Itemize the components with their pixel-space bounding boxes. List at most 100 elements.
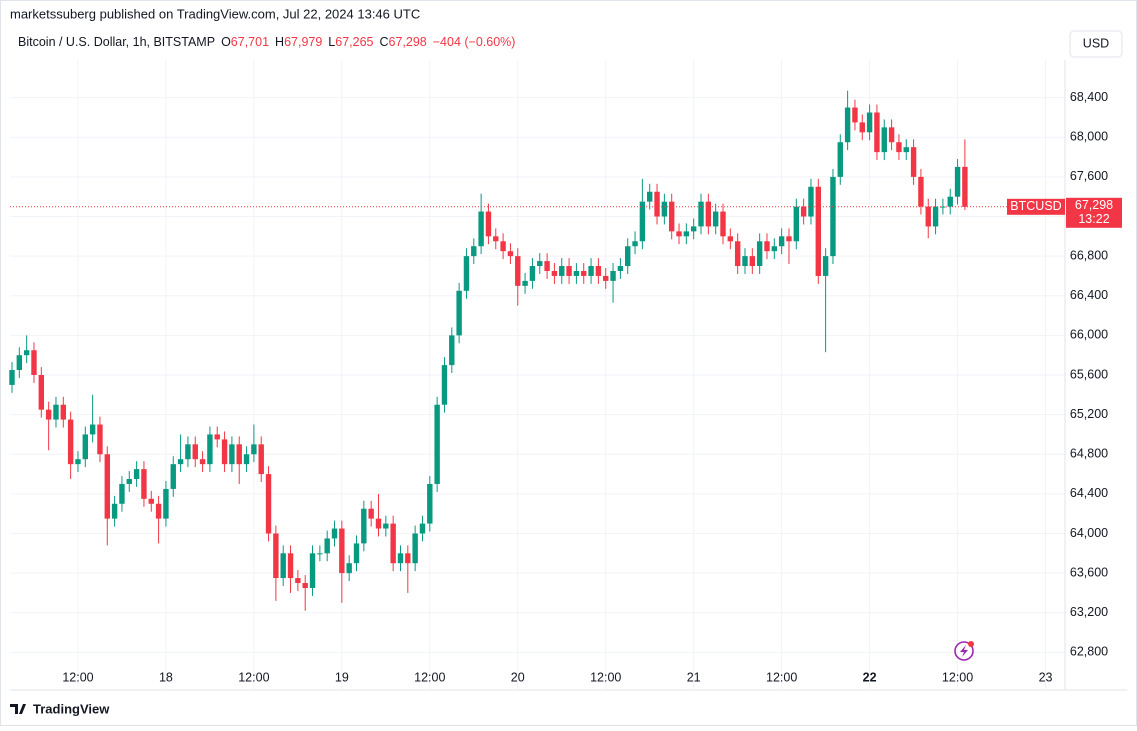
candle-body (427, 483, 433, 524)
candle-body (97, 424, 103, 455)
candle-body (581, 270, 587, 276)
candle-body (793, 206, 800, 242)
legend-key: H (275, 35, 284, 49)
candle-body (896, 142, 902, 153)
candle-body (192, 444, 198, 460)
legend-value: 67,265 (335, 35, 373, 49)
x-tick-label: 12:00 (590, 670, 621, 684)
y-tick-label: 68,000 (1070, 130, 1108, 144)
candle-body (419, 523, 426, 534)
x-tick-label: 20 (511, 670, 525, 684)
replay-icon[interactable] (954, 641, 974, 661)
candle-body (844, 107, 851, 143)
legend-value: 67,979 (284, 35, 322, 49)
x-tick-label: 19 (335, 670, 349, 684)
x-tick-label: 12:00 (414, 670, 445, 684)
published: marketssuberg published on TradingView.c… (10, 6, 420, 21)
candle-body (346, 563, 352, 574)
candle-body (515, 256, 521, 286)
y-tick-label: 65,600 (1070, 367, 1108, 381)
symbol-tag-label: BTCUSD (1010, 199, 1061, 213)
x-tick-label: 12:00 (942, 670, 973, 684)
currency-button[interactable] (1069, 30, 1123, 58)
candle-body (551, 270, 558, 276)
candle-body (954, 166, 961, 197)
candle-body (500, 241, 506, 252)
candle-body (529, 266, 536, 281)
candle-body (221, 439, 228, 465)
y-tick-label: 64,000 (1070, 526, 1108, 540)
candle-body (119, 483, 125, 504)
candle-body (287, 553, 294, 579)
candle-body (778, 236, 785, 247)
candle-body (214, 434, 220, 440)
candle-body (881, 127, 887, 153)
candle-body (888, 127, 895, 143)
candle-body (918, 176, 924, 207)
y-tick-label: 62,800 (1070, 645, 1108, 659)
candle-body (126, 479, 132, 484)
candle-body (361, 508, 367, 544)
candle-body (676, 231, 682, 237)
legend-change: −404 (−0.60%) (433, 35, 516, 49)
candle-body (177, 459, 184, 465)
candle-body (603, 275, 609, 281)
candle-body (749, 256, 756, 267)
y-tick-label: 63,200 (1070, 605, 1108, 619)
candle-body (478, 211, 484, 247)
candle-body (962, 166, 968, 207)
candle-body (390, 523, 396, 564)
candle-body (339, 528, 345, 574)
candle-body (566, 266, 572, 276)
candle-body (441, 365, 448, 405)
x-tick-label: 23 (1039, 670, 1053, 684)
candles (9, 90, 968, 611)
candle-body (449, 335, 455, 366)
footer: TradingView (33, 701, 110, 716)
candle-body (932, 206, 939, 227)
x-tick-label: 22 (863, 670, 877, 684)
candle-body (412, 533, 418, 564)
x-tick-label: 18 (159, 670, 173, 684)
candle-body (280, 553, 286, 579)
candle-body (859, 122, 865, 133)
candle-body (104, 454, 110, 519)
symbol-tag (1007, 198, 1065, 215)
symbol: Bitcoin / U.S. Dollar, 1h, BITSTAMP (18, 35, 215, 49)
candle-body (148, 498, 154, 504)
y-tick-label: 66,400 (1070, 288, 1108, 302)
currency[interactable]: USD (1083, 36, 1109, 50)
candle-body (559, 266, 565, 276)
candle-body (258, 444, 264, 475)
candle-body (947, 196, 953, 207)
candle-body (727, 236, 734, 242)
candle-body (485, 211, 492, 237)
price-tag-countdown: 13:22 (1078, 212, 1109, 226)
candle-body (771, 246, 778, 252)
x-tick-label: 21 (687, 670, 701, 684)
legend-value: 67,298 (389, 35, 427, 49)
x-tick-label: 12:00 (62, 670, 93, 684)
candle-body (302, 583, 308, 588)
candle-body (808, 186, 814, 217)
legend-value: 67,701 (231, 35, 269, 49)
candle-body (397, 553, 404, 564)
candle-body (317, 553, 323, 555)
candle-body (375, 518, 382, 529)
candle-body (720, 211, 726, 237)
candle-body (45, 409, 52, 420)
candle-body (309, 553, 316, 588)
candle-body (133, 469, 140, 480)
candle-body (163, 488, 169, 519)
candle-body (734, 241, 741, 267)
candle-body (822, 256, 829, 276)
candle-body (60, 404, 67, 420)
candle-body (712, 211, 719, 227)
candle-body (463, 256, 470, 291)
candle-body (273, 533, 279, 579)
legend-key: C (379, 35, 388, 49)
candle-body (903, 147, 909, 153)
candle-body (16, 355, 23, 371)
candle-body (617, 266, 624, 271)
